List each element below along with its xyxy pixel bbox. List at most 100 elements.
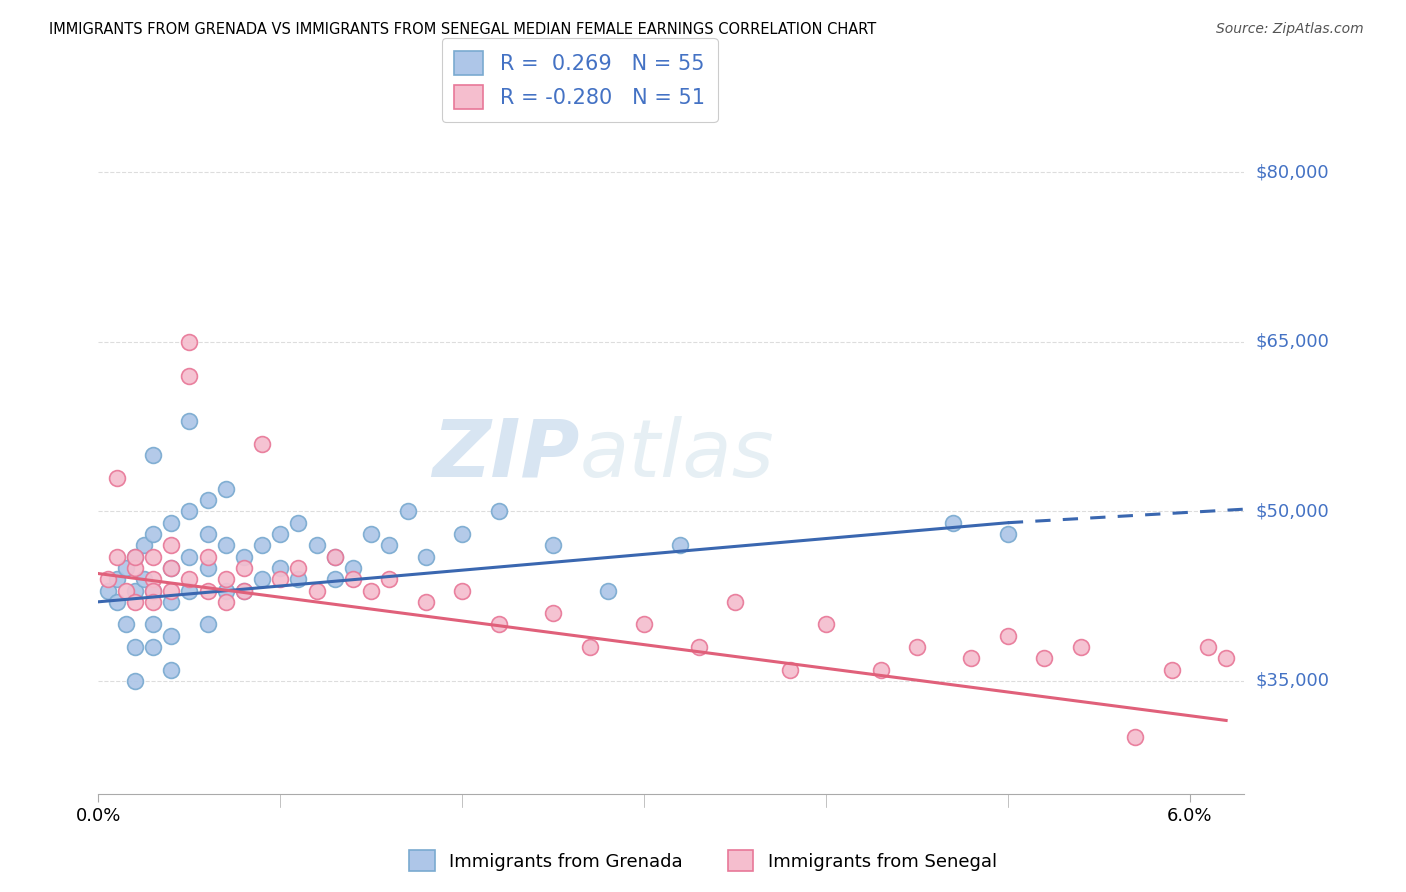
Point bbox=[541, 606, 564, 620]
Point bbox=[124, 595, 146, 609]
Point bbox=[197, 617, 219, 632]
Point bbox=[342, 561, 364, 575]
Point bbox=[215, 583, 238, 598]
Text: $35,000: $35,000 bbox=[1256, 672, 1330, 690]
Point bbox=[269, 561, 291, 575]
Point bbox=[814, 617, 837, 632]
Point bbox=[232, 561, 254, 575]
Point bbox=[269, 527, 291, 541]
Point bbox=[323, 549, 346, 564]
Point bbox=[179, 414, 201, 428]
Point bbox=[215, 572, 238, 586]
Point bbox=[287, 516, 309, 530]
Point bbox=[179, 583, 201, 598]
Legend: R =  0.269   N = 55, R = -0.280   N = 51: R = 0.269 N = 55, R = -0.280 N = 51 bbox=[441, 38, 717, 122]
Point bbox=[124, 549, 146, 564]
Point bbox=[142, 595, 165, 609]
Point bbox=[179, 334, 201, 349]
Point bbox=[179, 504, 201, 518]
Point bbox=[451, 583, 474, 598]
Point bbox=[197, 561, 219, 575]
Point bbox=[688, 640, 710, 654]
Point bbox=[1070, 640, 1092, 654]
Point bbox=[1123, 731, 1146, 745]
Point bbox=[160, 583, 183, 598]
Point bbox=[488, 617, 510, 632]
Point bbox=[1215, 651, 1237, 665]
Text: $80,000: $80,000 bbox=[1256, 163, 1329, 181]
Point bbox=[669, 538, 692, 552]
Point bbox=[905, 640, 928, 654]
Point bbox=[197, 549, 219, 564]
Text: $50,000: $50,000 bbox=[1256, 502, 1329, 520]
Point bbox=[124, 561, 146, 575]
Point bbox=[124, 583, 146, 598]
Point bbox=[378, 538, 401, 552]
Point bbox=[215, 482, 238, 496]
Point bbox=[197, 583, 219, 598]
Point bbox=[724, 595, 747, 609]
Point bbox=[323, 549, 346, 564]
Point bbox=[305, 538, 328, 552]
Point bbox=[578, 640, 600, 654]
Point bbox=[96, 583, 118, 598]
Point bbox=[215, 595, 238, 609]
Point bbox=[105, 595, 128, 609]
Point bbox=[287, 561, 309, 575]
Point bbox=[250, 538, 273, 552]
Point bbox=[105, 549, 128, 564]
Point bbox=[142, 583, 165, 598]
Point bbox=[132, 572, 155, 586]
Point bbox=[323, 572, 346, 586]
Text: $65,000: $65,000 bbox=[1256, 333, 1329, 351]
Point bbox=[179, 572, 201, 586]
Point bbox=[451, 527, 474, 541]
Point bbox=[160, 629, 183, 643]
Point bbox=[360, 583, 382, 598]
Point bbox=[360, 527, 382, 541]
Point bbox=[232, 583, 254, 598]
Point bbox=[142, 583, 165, 598]
Point bbox=[942, 516, 965, 530]
Point bbox=[250, 572, 273, 586]
Point bbox=[105, 470, 128, 484]
Point bbox=[142, 549, 165, 564]
Point bbox=[160, 561, 183, 575]
Point bbox=[997, 527, 1019, 541]
Point bbox=[269, 572, 291, 586]
Point bbox=[541, 538, 564, 552]
Point bbox=[142, 448, 165, 462]
Point bbox=[114, 617, 136, 632]
Text: ZIP: ZIP bbox=[432, 416, 579, 494]
Point bbox=[415, 549, 437, 564]
Point bbox=[160, 516, 183, 530]
Point bbox=[232, 549, 254, 564]
Point bbox=[197, 493, 219, 508]
Point bbox=[124, 549, 146, 564]
Point bbox=[105, 572, 128, 586]
Point bbox=[142, 617, 165, 632]
Point bbox=[378, 572, 401, 586]
Point bbox=[160, 561, 183, 575]
Point bbox=[142, 572, 165, 586]
Point bbox=[179, 368, 201, 383]
Point bbox=[250, 436, 273, 450]
Point bbox=[779, 663, 801, 677]
Point bbox=[1033, 651, 1056, 665]
Point bbox=[396, 504, 419, 518]
Point bbox=[215, 538, 238, 552]
Text: atlas: atlas bbox=[579, 416, 775, 494]
Point bbox=[179, 549, 201, 564]
Point bbox=[305, 583, 328, 598]
Point bbox=[415, 595, 437, 609]
Text: IMMIGRANTS FROM GRENADA VS IMMIGRANTS FROM SENEGAL MEDIAN FEMALE EARNINGS CORREL: IMMIGRANTS FROM GRENADA VS IMMIGRANTS FR… bbox=[49, 22, 876, 37]
Point bbox=[124, 673, 146, 688]
Point bbox=[997, 629, 1019, 643]
Point bbox=[596, 583, 619, 598]
Point bbox=[114, 561, 136, 575]
Point bbox=[142, 640, 165, 654]
Point bbox=[197, 527, 219, 541]
Point bbox=[232, 583, 254, 598]
Point bbox=[132, 538, 155, 552]
Text: Source: ZipAtlas.com: Source: ZipAtlas.com bbox=[1216, 22, 1364, 37]
